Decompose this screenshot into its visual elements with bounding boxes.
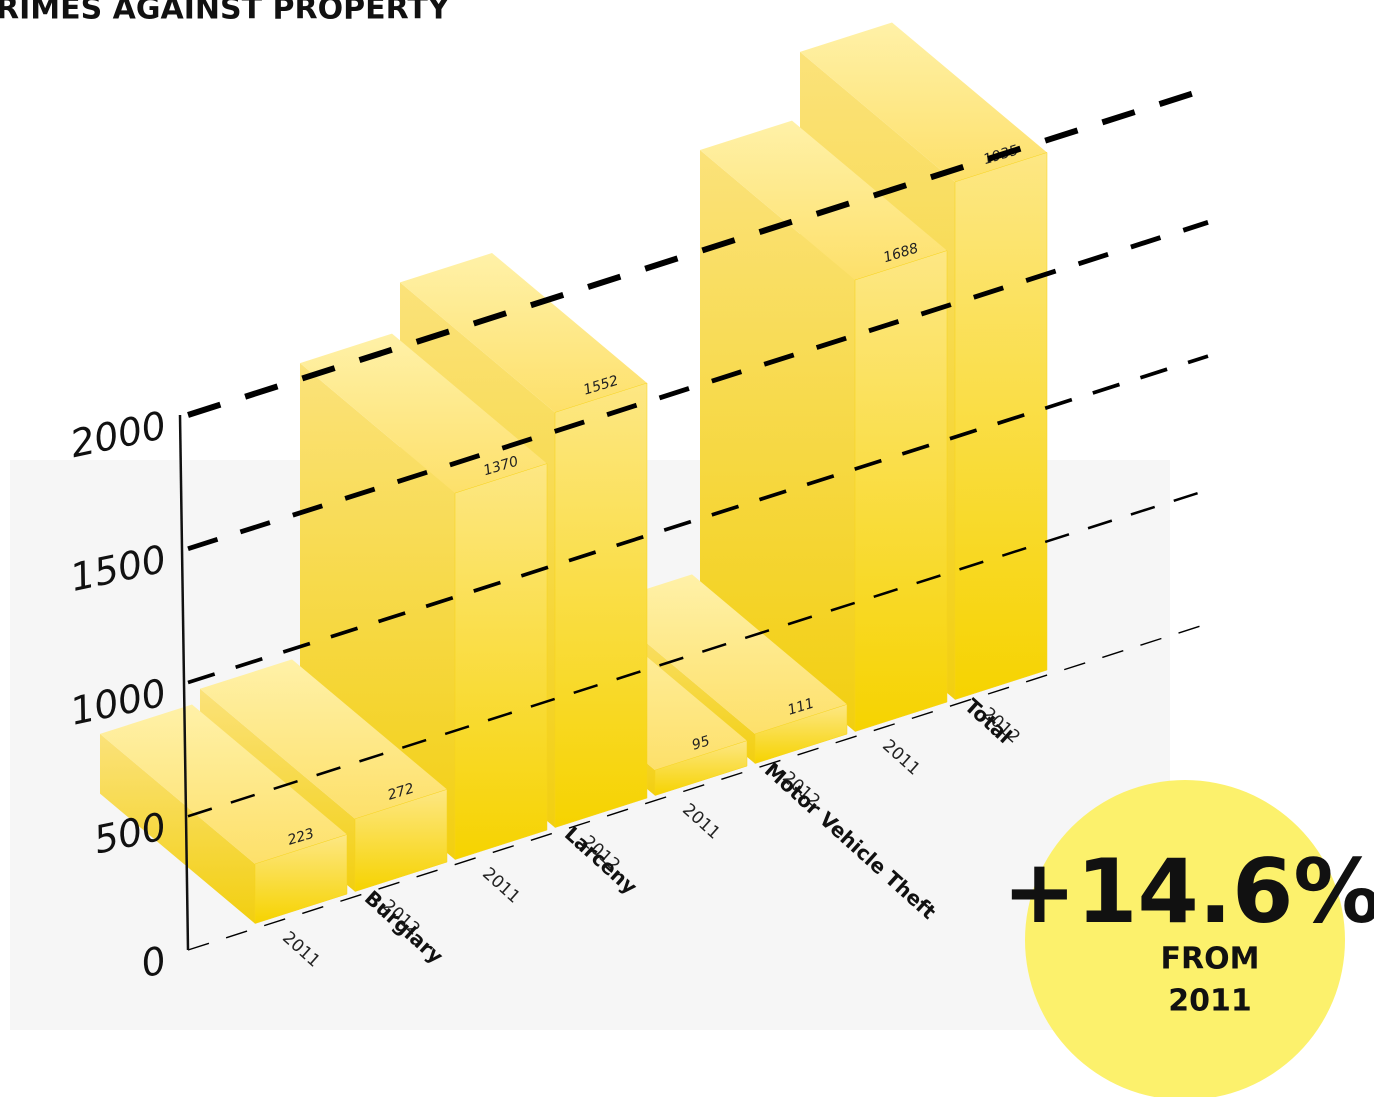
bar-top xyxy=(700,120,947,280)
bar xyxy=(300,333,548,860)
y-tick-label: 2000 xyxy=(66,403,170,466)
bar-front xyxy=(354,789,448,892)
callout-circle xyxy=(1025,780,1345,1097)
grid xyxy=(187,85,1209,951)
bar-front xyxy=(854,250,948,732)
callout-value: +14.6% xyxy=(1002,840,1374,943)
bar-side xyxy=(100,733,255,924)
bar-top xyxy=(400,253,647,413)
bar-front xyxy=(754,704,848,764)
bar-top xyxy=(600,574,847,734)
value-label: 223 xyxy=(286,826,316,849)
bar-side xyxy=(700,150,855,732)
value-label: 95 xyxy=(690,733,712,754)
bar-front xyxy=(654,740,748,796)
bar-top xyxy=(100,704,347,864)
chart-title: CRIMES AGAINST PROPERTY xyxy=(0,0,451,27)
bars: 193516881119515521370272223 xyxy=(100,22,1048,924)
value-label: 111 xyxy=(786,696,816,719)
callout-text: FROM xyxy=(1161,942,1260,977)
bar-front xyxy=(454,463,548,860)
bar xyxy=(100,704,348,924)
bar-top xyxy=(800,22,1047,182)
grid-line xyxy=(187,622,1209,951)
bar-top xyxy=(200,659,447,819)
y-axis xyxy=(178,414,190,951)
bar-front xyxy=(554,382,648,828)
bar xyxy=(700,120,948,732)
grid-line xyxy=(187,220,1209,552)
grid-line xyxy=(187,85,1209,418)
value-label: 272 xyxy=(386,780,416,803)
bar-front xyxy=(254,834,348,924)
bar-front xyxy=(954,152,1048,700)
bar-top xyxy=(300,333,547,494)
callout-text: 2011 xyxy=(1168,984,1252,1019)
